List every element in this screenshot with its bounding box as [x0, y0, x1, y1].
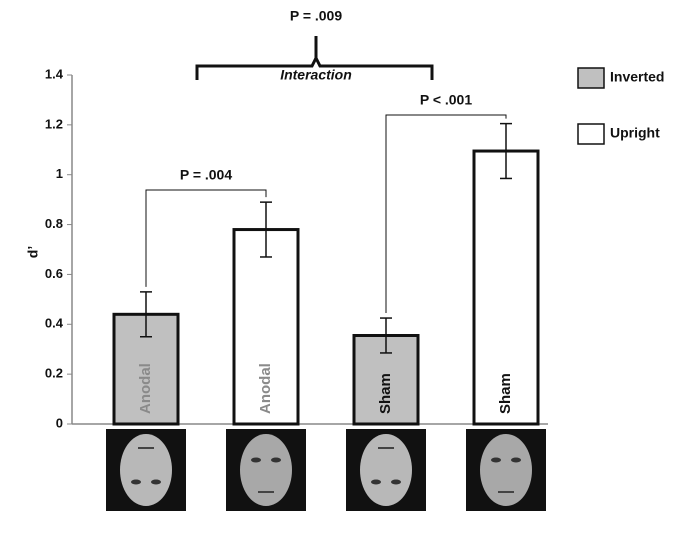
face-image	[480, 434, 532, 506]
face-eye	[251, 458, 261, 463]
face-eye	[271, 458, 281, 463]
y-tick-label: 1.2	[45, 116, 63, 131]
y-tick-label: 1	[56, 166, 63, 181]
bar-label: Sham	[377, 373, 394, 414]
bar-label: Sham	[497, 373, 514, 414]
face-image	[360, 434, 412, 506]
face-eye	[151, 480, 161, 485]
annotation: P < .001	[420, 92, 473, 108]
legend-swatch	[578, 68, 604, 88]
face-image	[120, 434, 172, 506]
y-tick-label: 0	[56, 415, 63, 430]
legend-swatch	[578, 124, 604, 144]
face-eye	[491, 458, 501, 463]
annotation: P = .004	[180, 167, 233, 183]
y-tick-label: 0.2	[45, 366, 63, 381]
legend-label: Inverted	[610, 69, 664, 85]
y-tick-label: 1.4	[45, 66, 64, 81]
face-image	[240, 434, 292, 506]
face-eye	[131, 480, 141, 485]
legend-label: Upright	[610, 125, 660, 141]
face-eye	[391, 480, 401, 485]
face-eye	[371, 480, 381, 485]
annotation: P = .009	[290, 8, 343, 24]
bar-label: Anodal	[257, 363, 274, 414]
y-tick-label: 0.4	[45, 316, 64, 331]
chart: P = .009 Interaction d’ 0 0.2 0.4 0.6 0.8 1 1.…	[0, 0, 687, 535]
y-axis-label: d’	[25, 246, 41, 258]
y-tick-label: 0.6	[45, 266, 63, 281]
bar-label: Anodal	[137, 363, 154, 414]
face-eye	[511, 458, 521, 463]
annotation: Interaction	[280, 67, 352, 83]
y-tick-label: 0.8	[45, 216, 63, 231]
